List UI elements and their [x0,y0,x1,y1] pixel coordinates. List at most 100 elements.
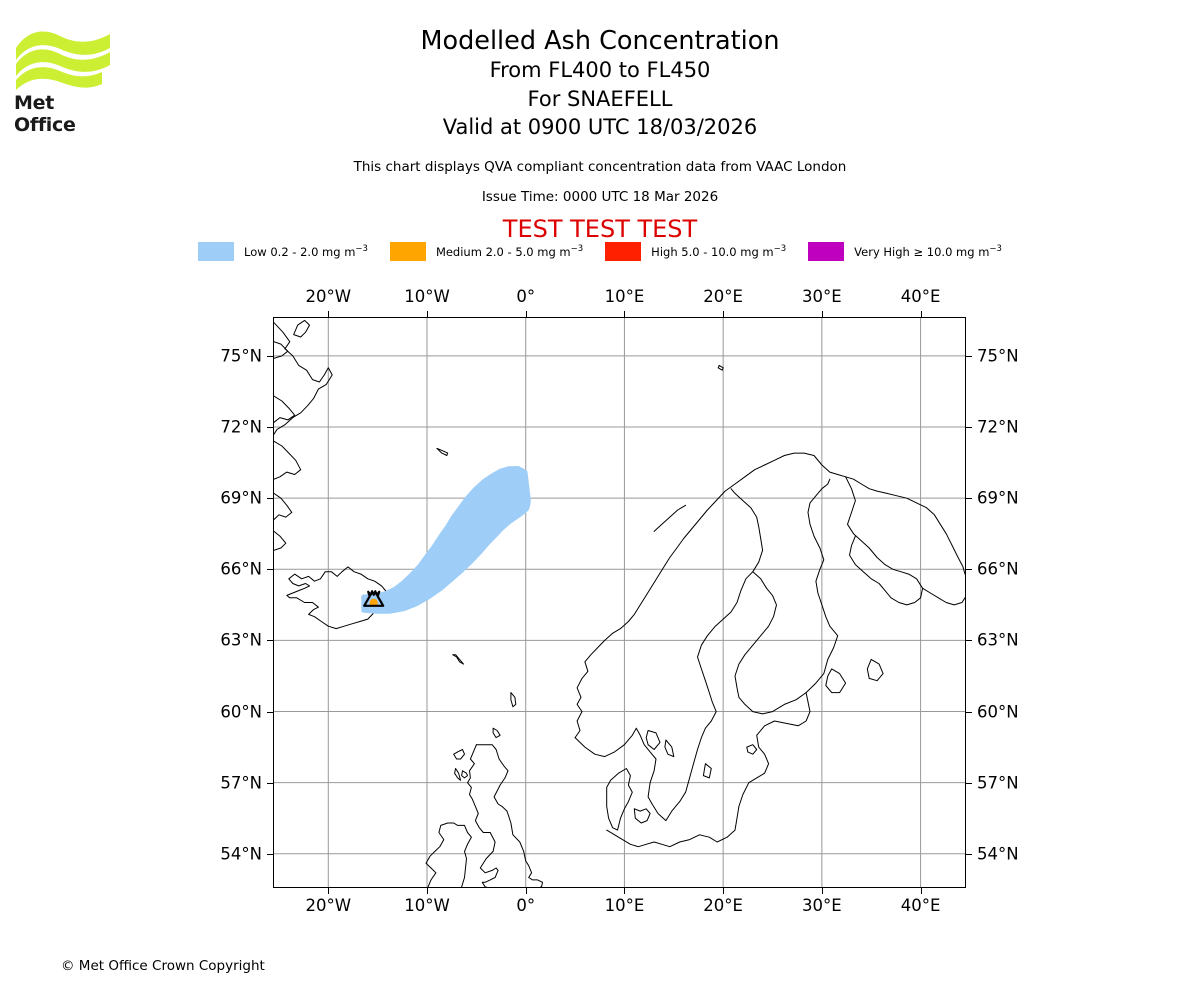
valid-time-subtitle: Valid at 0900 UTC 18/03/2026 [442,115,758,139]
lat-tickmark [267,711,273,713]
met-office-wave-icon [16,31,110,90]
qva-note: This chart displays QVA compliant concen… [353,158,847,175]
lat-tickmark [267,569,273,571]
coastline [492,727,501,739]
coastline [274,341,289,359]
lon-tickmark [328,888,330,894]
legend-item-high: High 5.0 - 10.0 mg m−3 [605,242,786,261]
lon-tick-label-top: 20°E [703,287,743,306]
coastline [606,768,633,831]
coastline [845,476,924,606]
coastline [730,488,764,573]
lat-tickmark [267,355,273,357]
met-office-logo-text: Met Office [14,92,76,136]
lat-tick-label-left: 60°N [220,702,262,722]
lon-tick-label-bottom: 30°E [802,896,842,915]
lon-tick-label-bottom: 10°E [604,896,645,915]
ash-plume-layer [361,466,531,614]
lat-tick-label-left: 63°N [220,630,262,650]
lat-tickmark [966,782,972,784]
lon-tickmark [920,888,922,894]
snaefell-volcano-marker [363,590,385,607]
issue-time: Issue Time: 0000 UTC 18 Mar 2026 [481,188,719,205]
legend-swatch-high [605,242,642,261]
lat-tickmark [966,640,972,642]
coastline [293,319,310,338]
lon-tick-label-top: 0° [516,287,536,306]
coastline [645,730,661,750]
lat-tickmark [966,711,972,713]
lat-tick-label-right: 60°N [977,702,1019,722]
coastline [274,395,296,423]
ash-plume-low [361,466,531,614]
lon-tickmark [723,888,725,894]
lon-tickmark [328,311,330,317]
lon-tick-label-top: 10°E [604,287,645,306]
lat-tickmark [267,782,273,784]
lon-tick-label-bottom: 20°W [305,896,352,915]
lon-tickmark [624,888,626,894]
lon-tickmark [723,311,725,317]
coastline [717,364,724,371]
coastline [274,440,302,480]
lon-tick-label-bottom: 0° [516,896,536,915]
coastline [274,492,293,520]
legend-swatch-low [198,242,235,261]
lat-tickmark [966,498,972,500]
volcano-cone-icon [363,590,385,607]
volcano-subtitle: For SNAEFELL [527,86,673,111]
flight-level-subtitle: From FL400 to FL450 [489,58,711,82]
legend-item-medium: Medium 2.0 - 5.0 mg m−3 [389,242,584,261]
legend-label-very-high: Very High ≥ 10.0 mg m−3 [854,244,1002,259]
legend-label-low: Low 0.2 - 2.0 mg m−3 [244,244,368,259]
lat-tick-label-right: 57°N [977,773,1019,793]
coastline [574,571,807,822]
test-banner: TEST TEST TEST [502,214,698,243]
lat-tick-label-right: 69°N [977,488,1019,508]
coastline [425,822,472,887]
concentration-legend: Low 0.2 - 2.0 mg m−3 Medium 2.0 - 5.0 mg… [0,242,1200,261]
chart-header: Modelled Ash Concentration From FL400 to… [0,26,1200,243]
coastline [510,692,517,708]
coastline [436,447,449,456]
lat-tick-label-right: 66°N [977,559,1019,579]
coastline [574,452,965,739]
lon-tickmark [920,311,922,317]
coastline [825,668,847,694]
coastline [805,478,839,694]
lon-tickmark [821,311,823,317]
coastline [653,504,687,532]
lat-tick-label-left: 54°N [220,844,262,864]
legend-item-very-high: Very High ≥ 10.0 mg m−3 [808,242,1002,261]
lat-tickmark [267,427,273,429]
lon-tickmark [427,311,428,317]
coastline [702,763,712,779]
coastline [664,739,675,758]
volcano-marker-layer [363,590,385,607]
lat-tickmark [966,355,972,357]
lon-tick-label-top: 30°E [802,287,842,306]
lat-tick-label-right: 54°N [977,844,1019,864]
lon-tick-label-top: 20°W [305,287,352,306]
coastline [274,530,287,551]
lat-tickmark [966,569,972,571]
lat-tickmark [267,853,273,855]
lon-tickmark [821,888,823,894]
coastline-layer [274,319,965,887]
coastline [746,744,758,755]
lon-tickmark [427,888,428,894]
lat-tick-label-left: 69°N [220,488,262,508]
lon-tickmark [525,888,527,894]
graticule-grid [274,318,965,887]
lon-tick-label-top: 10°W [404,287,450,306]
page-title: Modelled Ash Concentration [420,26,780,56]
met-office-logo: Met Office [14,28,112,136]
legend-label-medium: Medium 2.0 - 5.0 mg m−3 [435,244,584,259]
lat-tickmark [966,853,972,855]
lat-tick-label-left: 75°N [220,346,262,366]
lat-tickmark [267,498,273,500]
coastline [467,744,499,887]
coastline [922,587,965,606]
lon-tick-label-bottom: 20°E [703,896,743,915]
coastline [606,692,811,848]
